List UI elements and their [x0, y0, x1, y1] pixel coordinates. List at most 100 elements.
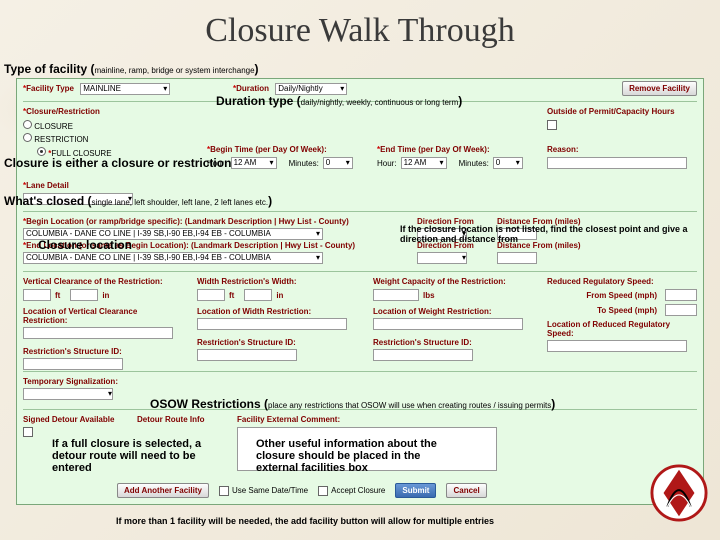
ann-closure-restriction: Closure is either a closure or restricti…	[4, 156, 231, 170]
temp-sig-label: Temporary Signalization:	[23, 377, 118, 386]
reason-label: Reason:	[547, 145, 579, 154]
reduced-speed-label: Reduced Regulatory Speed:	[547, 277, 654, 286]
end-min-select[interactable]: 0▾	[493, 157, 523, 169]
add-facility-button[interactable]: Add Another Facility	[117, 483, 209, 498]
struct2-input[interactable]	[197, 349, 297, 361]
vert-loc-input[interactable]	[23, 327, 173, 339]
ann-closure-location: Closure location	[38, 238, 132, 252]
end-dir-group: Direction From ▾	[417, 241, 474, 266]
ann-footer-note: If more than 1 facility will be needed, …	[116, 516, 494, 526]
closure-restriction-group: *Closure/Restriction CLOSURE RESTRICTION	[23, 107, 100, 144]
width-loc-label: Location of Width Restriction:	[197, 307, 311, 316]
remove-facility-row: Remove Facility	[622, 81, 697, 96]
restriction-radio[interactable]	[23, 133, 32, 142]
weight-label: Weight Capacity of the Restriction:	[373, 277, 506, 286]
ann-duration-type: Duration type (daily/nightly, weekly, co…	[216, 92, 462, 110]
page-title: Closure Walk Through	[0, 12, 720, 50]
closure-radio[interactable]	[23, 120, 32, 129]
width-group: Width Restriction's Width: ft in Locatio…	[197, 277, 357, 363]
lane-detail-label: Lane Detail	[26, 181, 69, 190]
weight-loc-input[interactable]	[373, 318, 523, 330]
accept-closure-checkbox[interactable]	[318, 486, 328, 496]
outside-permit-row: Outside of Permit/Capacity Hours	[547, 107, 675, 132]
speed-loc-input[interactable]	[547, 340, 687, 352]
facility-type-label: Facility Type	[26, 84, 74, 93]
ann-detour-note: If a full closure is selected, a detour …	[52, 438, 227, 474]
ann-location-note: If the closure location is not listed, f…	[400, 224, 700, 244]
facility-type-select[interactable]: MAINLINE▾	[80, 83, 170, 95]
signed-detour-checkbox[interactable]	[23, 427, 33, 437]
to-speed-input[interactable]	[665, 304, 697, 316]
lbs-label: lbs	[423, 291, 435, 300]
ft-label: ft	[55, 291, 60, 300]
struct3-label: Restriction's Structure ID:	[373, 338, 472, 347]
width-loc-input[interactable]	[197, 318, 347, 330]
submit-button[interactable]: Submit	[395, 483, 436, 498]
use-same-checkbox[interactable]	[219, 486, 229, 496]
end-dist-input[interactable]	[497, 252, 537, 264]
struct1-input[interactable]	[23, 358, 123, 370]
signed-detour-label: Signed Detour Available	[23, 415, 114, 424]
ann-osow: OSOW Restrictions (place any restriction…	[150, 395, 555, 413]
closure-restriction-label: Closure/Restriction	[26, 107, 100, 116]
accept-closure-label: Accept Closure	[331, 486, 385, 495]
end-location-select[interactable]: COLUMBIA - DANE CO LINE | I-39 SB,I-90 E…	[23, 252, 323, 264]
struct1-label: Restriction's Structure ID:	[23, 347, 122, 356]
wisdot-logo	[650, 464, 708, 522]
bottom-actions: Add Another Facility Use Same Date/Time …	[117, 483, 487, 498]
ft-label2: ft	[229, 291, 234, 300]
from-speed-label: From Speed (mph)	[586, 291, 657, 300]
reason-input[interactable]	[547, 157, 687, 169]
from-speed-input[interactable]	[665, 289, 697, 301]
width-in-input[interactable]	[244, 289, 272, 301]
vert-ft-input[interactable]	[23, 289, 51, 301]
to-speed-label: To Speed (mph)	[597, 306, 657, 315]
temp-sig-group: Temporary Signalization: ▾	[23, 377, 118, 402]
speed-loc-label: Location of Reduced Regulatory Speed:	[547, 320, 670, 338]
width-label: Width Restriction's Width:	[197, 277, 297, 286]
weight-loc-label: Location of Weight Restriction:	[373, 307, 492, 316]
outside-permit-checkbox[interactable]	[547, 120, 557, 130]
restriction-radio-label: RESTRICTION	[34, 135, 88, 144]
in-label2: in	[276, 291, 283, 300]
vert-in-input[interactable]	[70, 289, 98, 301]
use-same-label: Use Same Date/Time	[232, 486, 308, 495]
ext-comment-label: Facility External Comment:	[237, 415, 340, 424]
minutes-label-b: Minutes:	[289, 159, 319, 168]
width-ft-input[interactable]	[197, 289, 225, 301]
ann-external-note: Other useful information about the closu…	[256, 438, 441, 474]
outside-permit-label: Outside of Permit/Capacity Hours	[547, 107, 675, 116]
begin-time-label: Begin Time (per Day Of Week):	[210, 145, 327, 154]
begin-location-group: *Begin Location (or ramp/bridge specific…	[23, 217, 403, 240]
signed-detour-group: Signed Detour Available	[23, 415, 114, 439]
vert-clear-group: Vertical Clearance of the Restriction: f…	[23, 277, 183, 372]
cancel-button[interactable]: Cancel	[446, 483, 486, 498]
weight-input[interactable]	[373, 289, 419, 301]
detour-route-group: Detour Route Info	[137, 415, 205, 424]
ann-facility-type: Type of facility (mainline, ramp, bridge…	[4, 60, 259, 78]
struct2-label: Restriction's Structure ID:	[197, 338, 296, 347]
end-time-group: *End Time (per Day Of Week): Hour: 12 AM…	[377, 145, 523, 169]
begin-location-label: Begin Location (or ramp/bridge specific)…	[26, 217, 349, 226]
speed-group: Reduced Regulatory Speed: From Speed (mp…	[547, 277, 697, 354]
full-closure-radio[interactable]	[37, 147, 46, 156]
end-hour-select[interactable]: 12 AM▾	[401, 157, 447, 169]
struct3-input[interactable]	[373, 349, 473, 361]
facility-type-row: *Facility Type MAINLINE▾	[23, 83, 170, 95]
begin-min-select[interactable]: 0▾	[323, 157, 353, 169]
vert-clear-label: Vertical Clearance of the Restriction:	[23, 277, 163, 286]
hour-label-e: Hour:	[377, 159, 397, 168]
ann-whats-closed: What's closed (single lane, left shoulde…	[4, 192, 272, 210]
end-dir-select[interactable]: ▾	[417, 252, 467, 264]
in-label: in	[102, 291, 109, 300]
vert-loc-label: Location of Vertical Clearance Restricti…	[23, 307, 137, 325]
remove-facility-button[interactable]: Remove Facility	[622, 81, 697, 96]
temp-sig-select[interactable]: ▾	[23, 388, 113, 400]
minutes-label-e: Minutes:	[459, 159, 489, 168]
begin-hour-select[interactable]: 12 AM▾	[231, 157, 277, 169]
end-dist-group: Distance From (miles)	[497, 241, 581, 266]
detour-route-label: Detour Route Info	[137, 415, 205, 424]
closure-radio-label: CLOSURE	[34, 122, 73, 131]
reason-group: Reason:	[547, 145, 687, 171]
weight-group: Weight Capacity of the Restriction: lbs …	[373, 277, 533, 363]
